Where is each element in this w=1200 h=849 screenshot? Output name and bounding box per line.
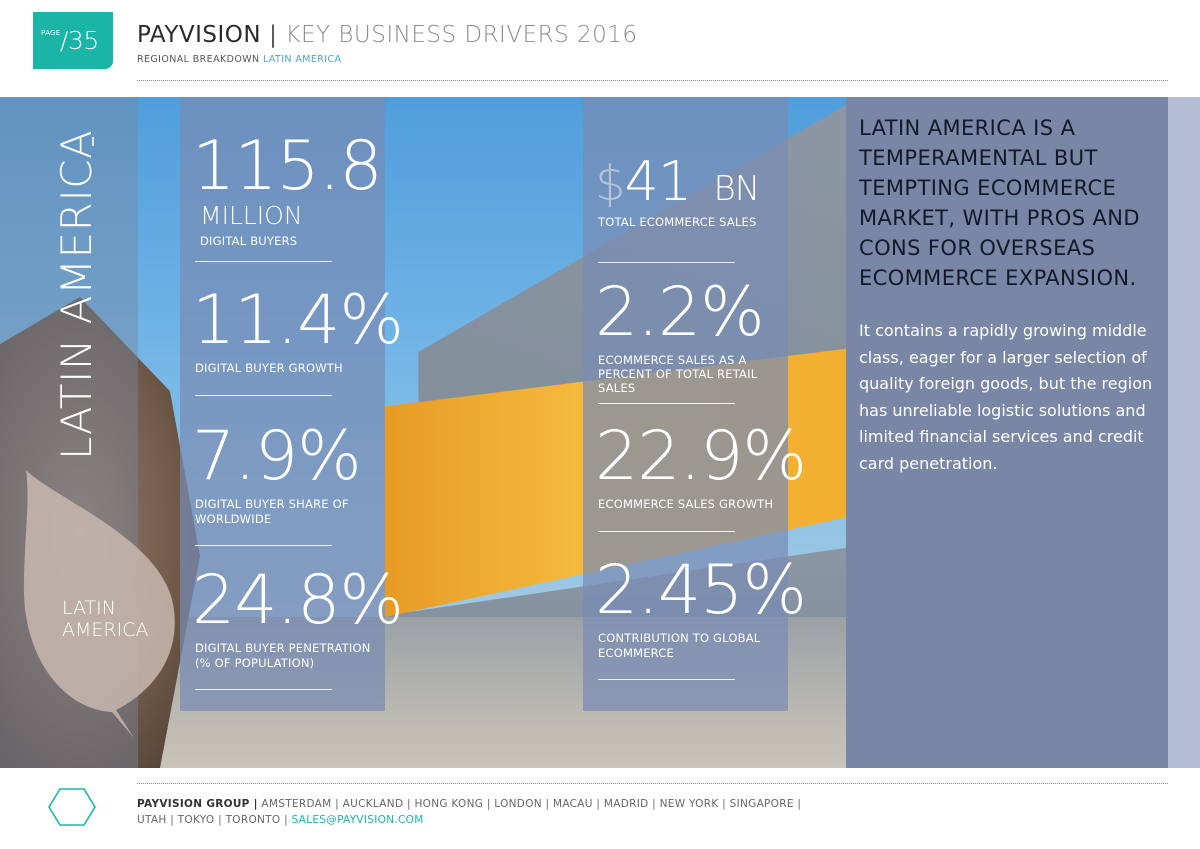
stat-label-line3: SALES — [598, 381, 636, 395]
stat-label: ECOMMERCE SALES AS A PERCENT OF TOTAL RE… — [598, 353, 780, 395]
stat-divider — [195, 261, 332, 262]
region-vertical-title: LATIN AMERICA — [52, 129, 101, 460]
stat-digital-buyer-growth: 11.4% DIGITAL BUYER GROWTH — [192, 281, 404, 396]
stat-label-line1: CONTRIBUTION TO GLOBAL — [598, 631, 761, 645]
footer-cities-1: AMSTERDAM | AUCKLAND | HONG KONG | LONDO… — [261, 798, 802, 810]
stat-divider — [195, 689, 332, 690]
title-tick — [92, 137, 94, 146]
footer-brand: PAYVISION GROUP | — [137, 798, 258, 810]
stat-value-row: $41 BN — [595, 155, 780, 209]
leaf-icon — [23, 470, 175, 738]
stat-value: 11.4% — [192, 281, 404, 360]
stat-label: CONTRIBUTION TO GLOBAL ECOMMERCE — [598, 631, 780, 661]
stat-divider — [195, 545, 332, 546]
stat-value: 24.8% — [192, 561, 404, 640]
stat-label: DIGITAL BUYER SHARE OF WORLDWIDE — [195, 497, 377, 527]
footer-email-link[interactable]: SALES@PAYVISION.COM — [291, 814, 424, 826]
stat-label-line2: ECOMMERCE — [598, 646, 674, 660]
summary-body: It contains a rapidly growing middle cla… — [859, 321, 1153, 473]
page-badge: PAGE /35 — [33, 12, 113, 69]
breadcrumb: REGIONAL BREAKDOWN LATIN AMERICA — [137, 54, 341, 65]
stat-divider — [195, 395, 332, 396]
stat-label: DIGITAL BUYER GROWTH — [195, 361, 343, 375]
stat-label-line1: DIGITAL BUYER PENETRATION — [195, 641, 371, 655]
stat-digital-buyer-penetration: 24.8% DIGITAL BUYER PENETRATION (% OF PO… — [192, 561, 404, 690]
stat-label-line2: (% OF POPULATION) — [195, 656, 315, 670]
stat-label-line1: ECOMMERCE SALES AS A — [598, 353, 747, 367]
leaf-label-line2: AMERICA — [62, 619, 149, 641]
stat-global-contribution: 2.45% CONTRIBUTION TO GLOBAL ECOMMERCE — [595, 551, 807, 680]
header-divider — [137, 80, 1168, 81]
stat-total-ecommerce-sales: $41 BN TOTAL ECOMMERCE SALES — [595, 155, 780, 263]
stat-label-line2: PERCENT OF TOTAL RETAIL — [598, 367, 758, 381]
summary-panel — [846, 97, 1168, 768]
title-separator: | — [269, 22, 278, 48]
hexagon-logo-icon — [48, 788, 96, 826]
summary-panel-edge — [1168, 97, 1200, 768]
report-title: KEY BUSINESS DRIVERS 2016 — [285, 22, 638, 48]
footer-divider — [137, 783, 1168, 784]
footer-cities-2: UTAH | TOKYO | TORONTO | — [137, 814, 288, 826]
brand-name: PAYVISION — [137, 22, 262, 48]
stat-value: 7.9% — [192, 417, 362, 496]
summary-headline: LATIN AMERICA IS A TEMPERAMENTAL BUT TEM… — [859, 116, 1140, 290]
breadcrumb-region: LATIN AMERICA — [262, 54, 342, 65]
stat-label: TOTAL ECOMMERCE SALES — [598, 215, 757, 229]
stat-unit: MILLION — [200, 201, 303, 230]
stat-label: ECOMMERCE SALES GROWTH — [598, 497, 774, 511]
breadcrumb-section: REGIONAL BREAKDOWN — [137, 54, 260, 65]
stat-label: DIGITAL BUYER PENETRATION (% OF POPULATI… — [195, 641, 377, 671]
page-label: PAGE — [41, 29, 61, 37]
page-number: /35 — [60, 26, 99, 55]
stat-digital-buyers: 115.8 MILLION DIGITAL BUYERS — [192, 127, 383, 262]
stat-divider — [598, 531, 735, 532]
stat-value: 2.45% — [595, 551, 807, 630]
stat-ecommerce-share-retail: 2.2% ECOMMERCE SALES AS A PERCENT OF TOT… — [595, 273, 780, 404]
footer-line1: PAYVISION GROUP | AMSTERDAM | AUCKLAND |… — [137, 796, 837, 812]
stat-divider — [598, 262, 735, 263]
stat-digital-buyer-share: 7.9% DIGITAL BUYER SHARE OF WORLDWIDE — [192, 417, 377, 546]
stat-value: 22.9% — [595, 417, 807, 496]
footer-line2: UTAH | TOKYO | TORONTO | SALES@PAYVISION… — [137, 812, 837, 828]
leaf-label-line1: LATIN — [62, 597, 116, 619]
stat-label-line1: DIGITAL BUYER SHARE OF — [195, 497, 349, 511]
stats-column-left: 115.8 MILLION DIGITAL BUYERS 11.4% DIGIT… — [180, 97, 404, 711]
stat-label-line2: WORLDWIDE — [195, 512, 272, 526]
footer-contacts: PAYVISION GROUP | AMSTERDAM | AUCKLAND |… — [137, 796, 837, 828]
stat-value: 115.8 — [192, 127, 383, 206]
stat-divider — [598, 403, 735, 404]
currency-symbol: $ — [595, 156, 626, 212]
stat-value: 41 — [624, 150, 693, 213]
leaf-label: LATIN AMERICA — [62, 597, 148, 641]
stat-unit: BN — [713, 169, 760, 209]
stats-column-right: $41 BN TOTAL ECOMMERCE SALES 2.2% ECOMME… — [583, 97, 807, 711]
stat-label: DIGITAL BUYERS — [200, 234, 298, 248]
stat-divider — [598, 679, 735, 680]
stat-value: 2.2% — [595, 273, 765, 352]
page-title: PAYVISION | KEY BUSINESS DRIVERS 2016 — [137, 22, 638, 48]
stat-ecommerce-sales-growth: 22.9% ECOMMERCE SALES GROWTH — [595, 417, 807, 532]
